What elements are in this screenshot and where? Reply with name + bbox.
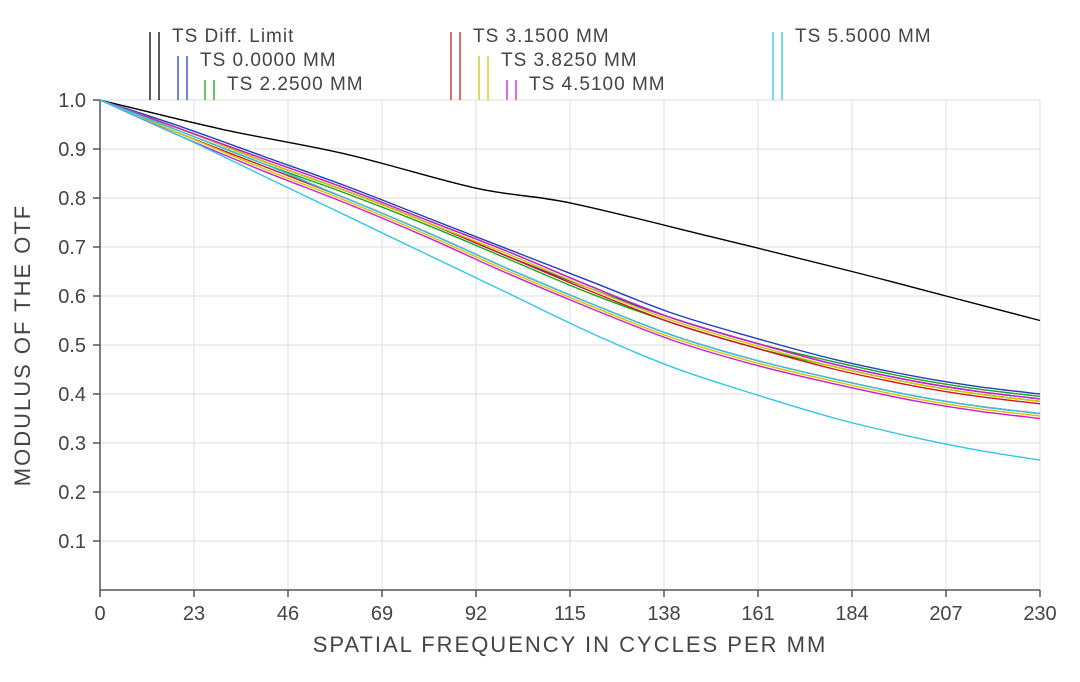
- legend-label: TS 2.2500 MM: [227, 74, 364, 95]
- x-tick-label: 138: [647, 603, 680, 625]
- legend-label: TS 3.1500 MM: [473, 26, 610, 47]
- legend-label: TS 4.5100 MM: [529, 74, 666, 95]
- y-tick-label: 1.0: [58, 90, 86, 112]
- x-tick-label: 46: [277, 603, 299, 625]
- x-tick-label: 161: [741, 603, 774, 625]
- legend-label: TS 5.5000 MM: [795, 26, 932, 47]
- y-tick-label: 0.1: [58, 531, 86, 553]
- y-axis-label: MODULUS OF THE OTF: [10, 204, 35, 487]
- x-tick-label: 115: [554, 603, 586, 625]
- y-tick-label: 0.3: [58, 433, 86, 455]
- mtf-chart: 0 23 46 69 92 115 138 161 184 207 230 0.1 0.2 0.3 0.4 0…: [0, 0, 1080, 682]
- y-tick-label: 0.9: [58, 139, 86, 161]
- x-tick-label: 184: [835, 603, 868, 625]
- y-tick-label: 0.4: [58, 384, 86, 406]
- x-tick-label: 92: [465, 603, 487, 625]
- x-axis-label: SPATIAL FREQUENCY IN CYCLES PER MM: [313, 632, 828, 657]
- x-tick-label: 69: [371, 603, 393, 625]
- y-tick-label: 0.8: [58, 188, 86, 210]
- legend-label: TS 0.0000 MM: [200, 50, 337, 71]
- y-tick-label: 0.5: [58, 335, 86, 357]
- chart-svg: 0 23 46 69 92 115 138 161 184 207 230 0.1 0.2 0.3 0.4 0…: [0, 0, 1080, 682]
- x-tick-label: 207: [929, 603, 962, 625]
- y-tick-label: 0.7: [58, 237, 86, 259]
- x-tick-label: 23: [183, 603, 205, 625]
- y-tick-label: 0.2: [58, 482, 86, 504]
- legend-label: TS Diff. Limit: [172, 26, 294, 47]
- legend-label: TS 3.8250 MM: [501, 50, 638, 71]
- x-tick-label: 0: [94, 603, 105, 625]
- y-tick-label: 0.6: [58, 286, 86, 308]
- x-tick-label: 230: [1023, 603, 1056, 625]
